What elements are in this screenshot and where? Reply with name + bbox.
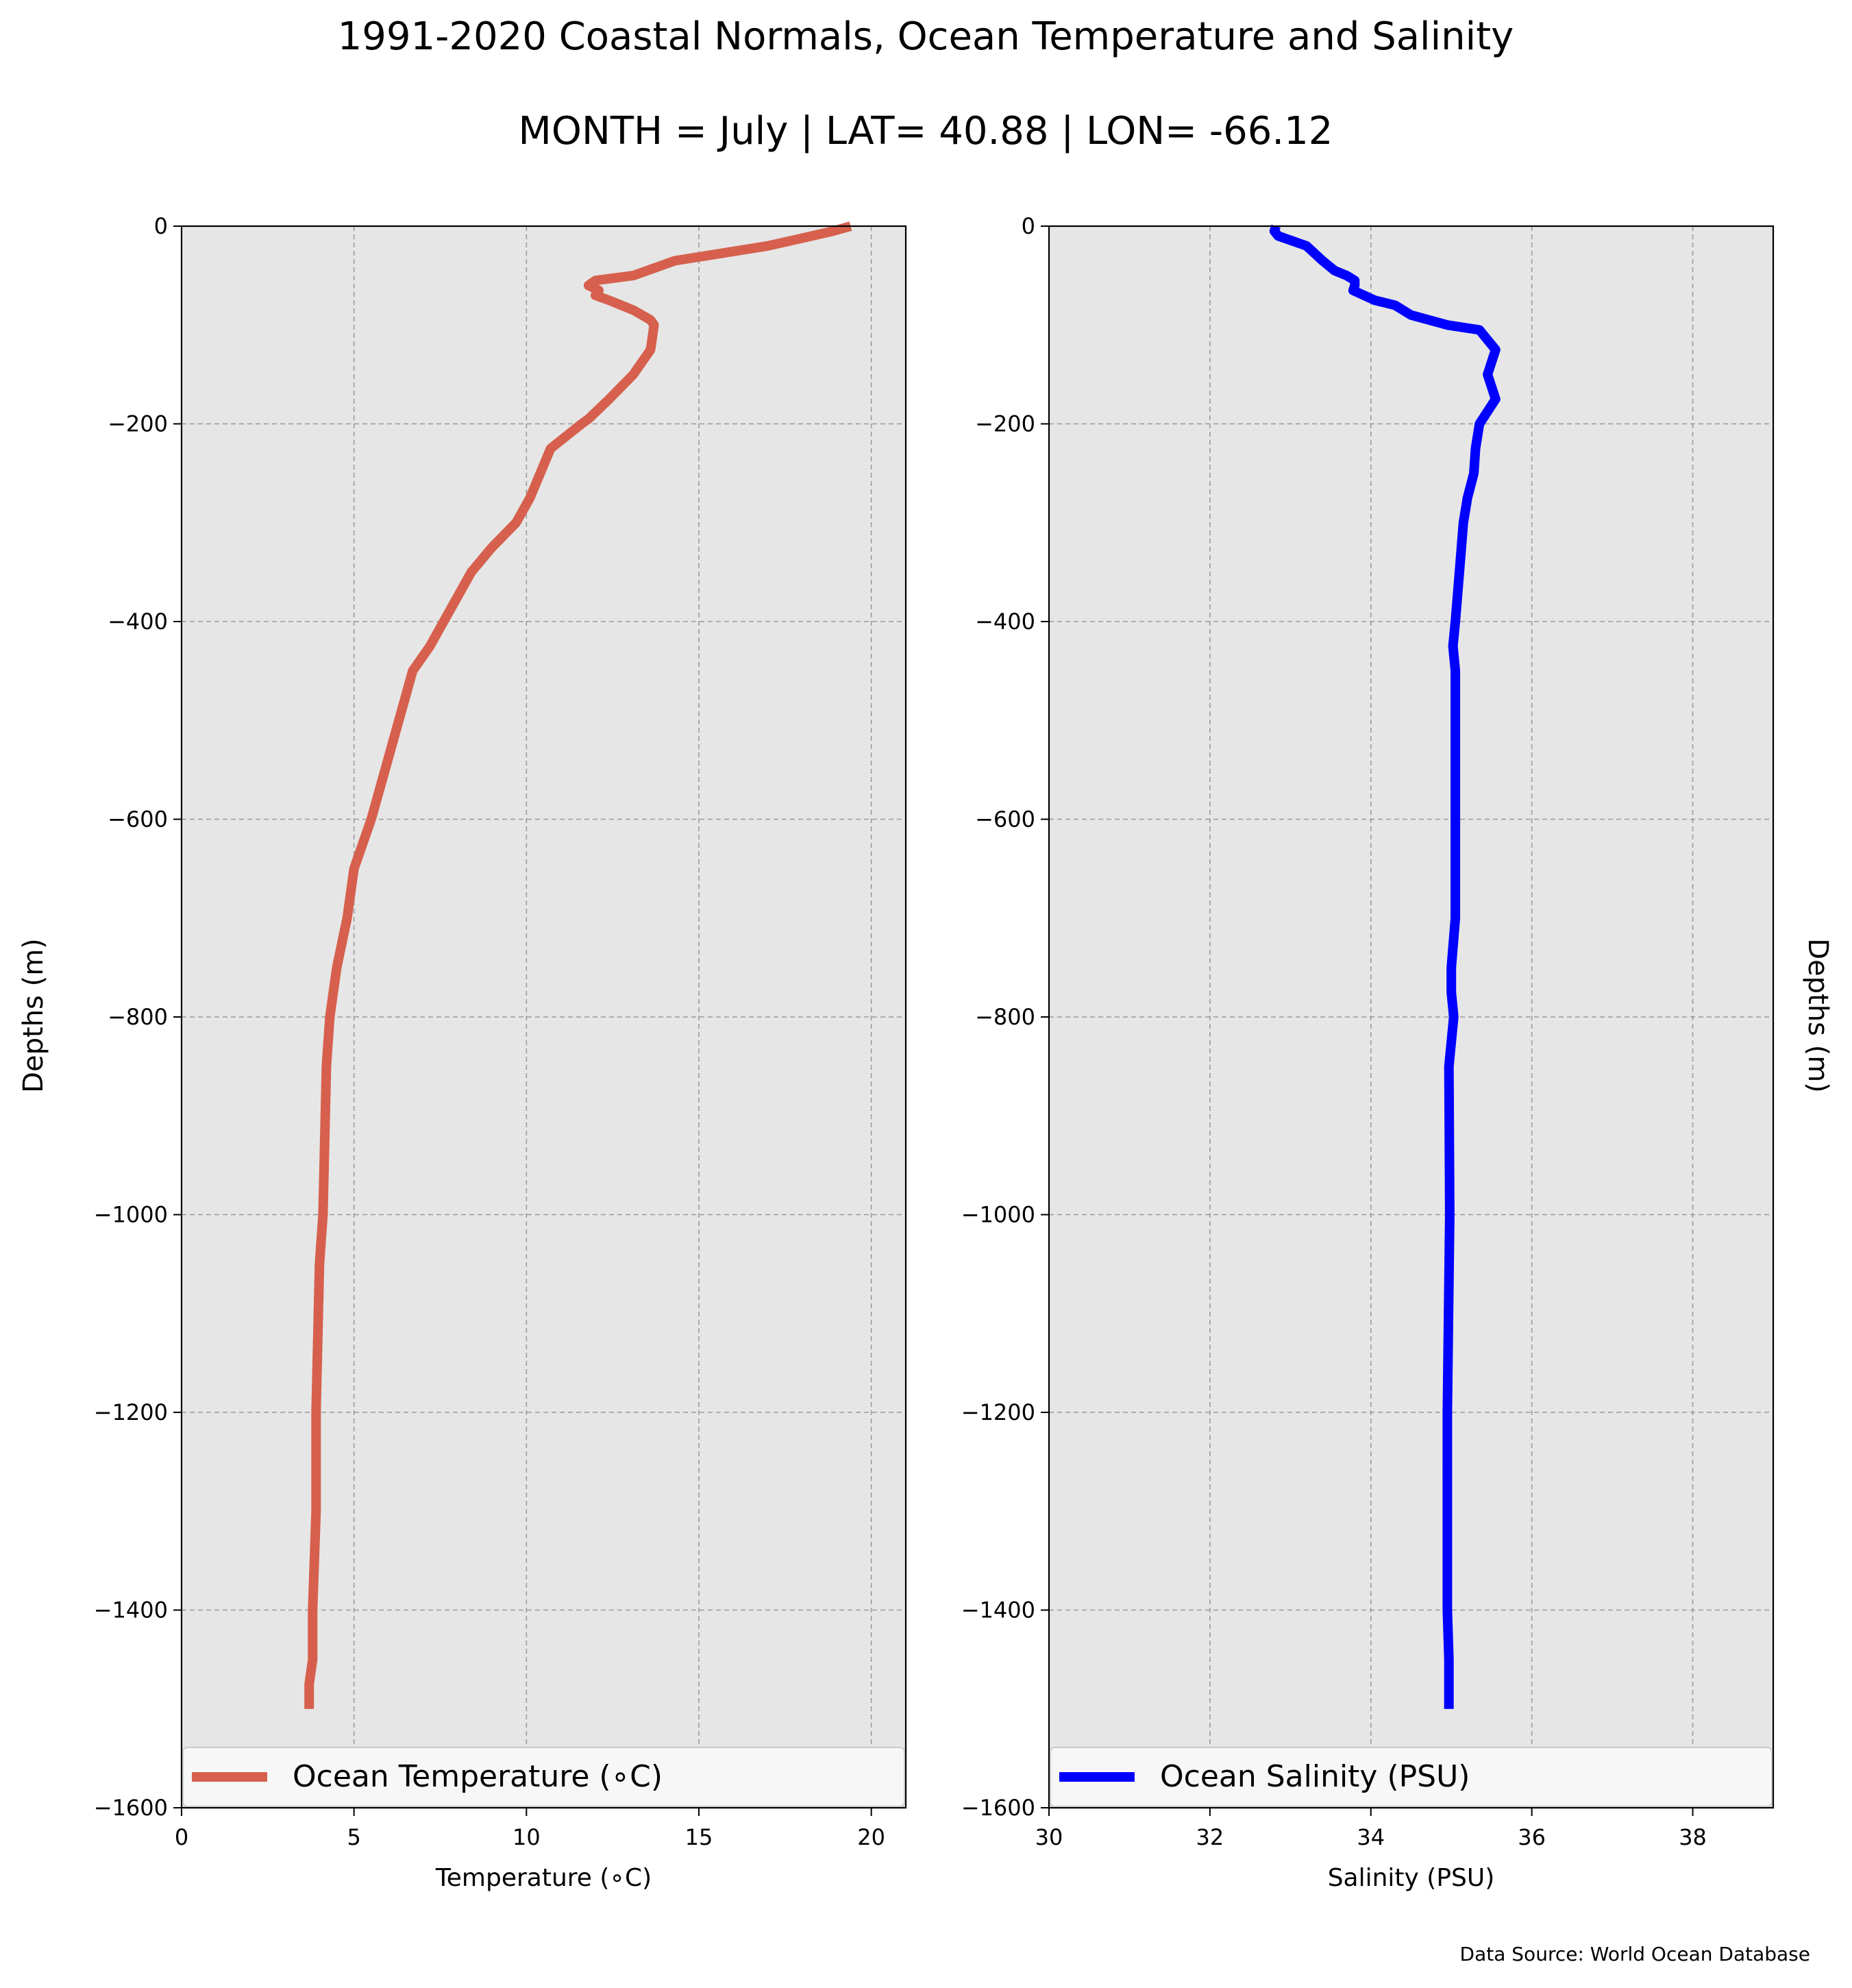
salinity-x-tick-label: 38 — [1679, 1824, 1707, 1850]
temperature-y-tick-label: −1400 — [94, 1597, 168, 1623]
temperature-legend-label: Ocean Temperature (∘C) — [293, 1759, 663, 1794]
temperature-x-tick-label: 5 — [347, 1824, 360, 1850]
temperature-legend: Ocean Temperature (∘C) — [182, 1747, 905, 1807]
salinity-y-tick-label: −200 — [975, 411, 1035, 437]
salinity-y-tick-label: −800 — [975, 1004, 1035, 1030]
salinity-y-tick-label: −1000 — [961, 1202, 1035, 1228]
salinity-legend-box — [1050, 1747, 1773, 1807]
temperature-y-tick-label: −1600 — [94, 1795, 168, 1821]
salinity-y-tick-label: −1200 — [961, 1399, 1035, 1425]
temperature-y-tick-label: −1000 — [94, 1202, 168, 1228]
salinity-x-tick-label: 32 — [1196, 1824, 1224, 1850]
left-y-axis-label: Depths (m) — [18, 938, 49, 1093]
source-note: Data Source: World Ocean Database — [1460, 1943, 1810, 1965]
salinity-series-line — [1269, 224, 1501, 1709]
temperature-legend-box — [182, 1747, 905, 1807]
temperature-y-tick-label: −600 — [108, 807, 168, 833]
salinity-x-axis-label: Salinity (PSU) — [1328, 1864, 1495, 1892]
temperature-y-tick-label: 0 — [154, 213, 168, 239]
temperature-y-tick-label: −1200 — [94, 1399, 168, 1425]
salinity-legend: Ocean Salinity (PSU) — [1050, 1747, 1773, 1807]
temperature-axes-frame — [180, 225, 907, 1809]
figure-title: 1991-2020 Coastal Normals, Ocean Tempera… — [338, 14, 1514, 59]
temperature-x-tick-label: 15 — [685, 1824, 713, 1850]
temperature-x-tick-label: 10 — [513, 1824, 541, 1850]
salinity-axes-frame — [1048, 225, 1775, 1809]
salinity-y-tick-label: −600 — [975, 807, 1035, 833]
temperature-x-axis-label: Temperature (∘C) — [435, 1864, 652, 1892]
figure-subtitle: MONTH = July | LAT= 40.88 | LON= -66.12 — [519, 109, 1333, 154]
salinity-x-tick-label: 34 — [1357, 1824, 1385, 1850]
salinity-y-tick-label: 0 — [1022, 213, 1035, 239]
salinity-y-tick-label: −1400 — [961, 1597, 1035, 1623]
salinity-legend-label: Ocean Salinity (PSU) — [1160, 1759, 1470, 1794]
temperature-panel: 0 5 10 15 20 0 −200 −400 −600 −800 −1000 −1200 −1400… — [94, 213, 907, 1892]
temperature-y-tick-label: −200 — [108, 411, 168, 437]
temperature-x-tick-label: 0 — [175, 1824, 188, 1850]
temperature-y-tick-label: −400 — [108, 609, 168, 635]
temperature-y-tick-label: −800 — [108, 1004, 168, 1030]
salinity-x-tick-label: 36 — [1518, 1824, 1546, 1850]
salinity-panel: 30 32 34 36 38 0 −200 −400 −600 −800 −1000 −1200 −14… — [961, 213, 1775, 1892]
temperature-x-tick-label: 20 — [857, 1824, 885, 1850]
temperature-series-line — [304, 221, 852, 1709]
right-y-axis-label: Depths (m) — [1802, 938, 1834, 1093]
salinity-y-tick-label: −400 — [975, 609, 1035, 635]
salinity-y-tick-label: −1600 — [961, 1795, 1035, 1821]
salinity-x-tick-label: 30 — [1035, 1824, 1063, 1850]
